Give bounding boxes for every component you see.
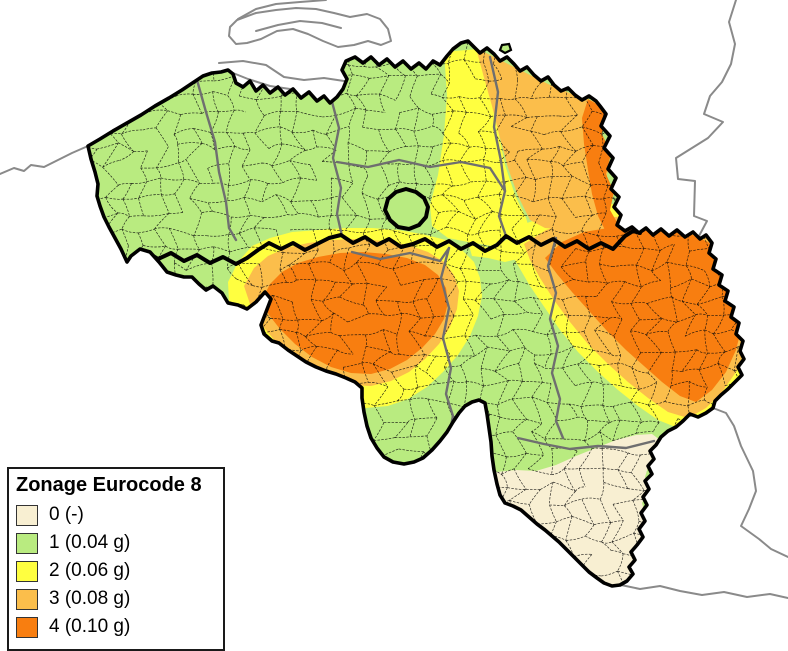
province-borders (195, 55, 656, 464)
legend-swatch-zone-0 (16, 504, 38, 526)
legend-item: 1 (0.04 g) (15, 529, 217, 557)
legend-item-label: 0 (-) (49, 504, 84, 525)
zone-4-maas-strip (582, 99, 626, 232)
legend-swatch-zone-1 (16, 532, 38, 554)
baarle-enclave (498, 42, 513, 55)
zone-4-hainaut-blob (262, 252, 448, 374)
legend-swatch-zone-3 (16, 588, 38, 610)
brussels-enclave (383, 187, 430, 231)
legend-box: Zonage Eurocode 8 0 (-) 1 (0.04 g) 2 (0.06… (7, 467, 225, 651)
legend-item: 0 (-) (15, 501, 217, 529)
legend-item-label: 2 (0.06 g) (49, 560, 131, 581)
netherlands-germany-border (675, 0, 737, 242)
legend-item-label: 1 (0.04 g) (49, 532, 131, 553)
legend-items: 0 (-) 1 (0.04 g) 2 (0.06 g) 3 (0.08 g) 4 (0.… (15, 501, 217, 641)
luxembourg-france-border (620, 584, 788, 599)
zeeland-island (228, 7, 392, 48)
region-border (129, 229, 642, 266)
zone-4-liege-blob (545, 226, 744, 402)
legend-item-label: 4 (0.10 g) (49, 616, 131, 637)
legend-title: Zonage Eurocode 8 (16, 474, 202, 496)
zeeland-channel (255, 20, 342, 32)
france-coastline (0, 145, 89, 175)
legend-swatch-zone-2 (16, 560, 38, 582)
zone-3-ne-band (476, 48, 622, 232)
legend-item: 4 (0.10 g) (15, 613, 217, 641)
germany-luxembourg-border (712, 407, 788, 558)
legend-item-label: 3 (0.08 g) (49, 588, 131, 609)
legend-item: 2 (0.06 g) (15, 557, 217, 585)
zeeland-top-coast (237, 0, 327, 20)
legend-item: 3 (0.08 g) (15, 585, 217, 613)
legend-swatch-zone-4 (16, 616, 38, 638)
